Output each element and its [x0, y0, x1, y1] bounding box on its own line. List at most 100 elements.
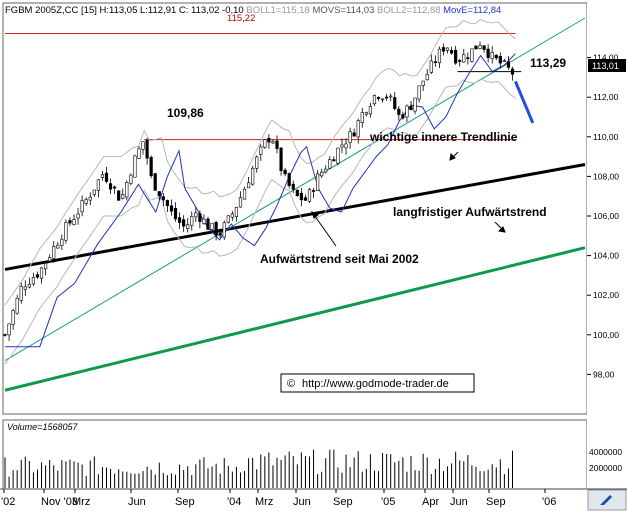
candle-body-86: [352, 132, 356, 137]
candle-body-11: [48, 257, 52, 262]
candle-body-120: [490, 51, 494, 60]
candle-body-28: [117, 190, 121, 201]
current-price-text: 113,01: [592, 61, 619, 71]
candle-body-60: [247, 182, 251, 189]
level-109-86-label: 109,86: [167, 106, 204, 120]
candle-body-12: [52, 246, 56, 259]
candle-body-105: [429, 60, 433, 73]
candle-body-21: [88, 196, 92, 201]
candle-body-106: [433, 61, 437, 63]
candle-body-119: [486, 48, 490, 58]
x-tick-label-11: Jun: [450, 496, 468, 508]
candle-body-122: [498, 56, 502, 64]
candle-body-3: [15, 297, 19, 314]
candle-body-103: [421, 80, 425, 86]
candle-body-83: [340, 144, 344, 148]
projection-arrow: [514, 80, 535, 124]
long-term-trend-line: [4, 246, 586, 392]
copyright-symbol: ©: [287, 378, 295, 390]
candle-body-45: [186, 224, 190, 229]
candle-body-46: [190, 216, 194, 226]
long-term-trend-label: langfristiger Aufwärtstrend: [393, 205, 547, 219]
y-axis-ticks: 114,00 112,00 110,00 108,00 106,00 104,00 102,…: [587, 53, 619, 379]
candle-body-80: [328, 159, 332, 169]
candle-body-42: [173, 208, 178, 220]
candle-body-63: [259, 146, 263, 155]
candle-body-9: [39, 267, 44, 279]
candle-body-94: [385, 96, 389, 99]
x-tick-label-0: '02: [1, 496, 15, 508]
candle-body-107: [437, 48, 442, 63]
moving-average-line: [5, 53, 516, 348]
candle-body-32: [133, 155, 137, 178]
candle-body-52: [214, 221, 218, 236]
candle-body-5: [23, 286, 27, 290]
candle-body-114: [466, 57, 470, 59]
candle-body-104: [425, 73, 429, 81]
candle-body-13: [56, 244, 60, 249]
candle-body-7: [31, 277, 36, 285]
candle-body-99: [405, 105, 409, 118]
candle-body-36: [149, 157, 153, 177]
inner-trendline: [4, 17, 586, 361]
candle-body-22: [92, 189, 96, 195]
x-tick-label-8: Sep: [333, 496, 353, 508]
candle-body-123: [502, 60, 506, 62]
candle-body-54: [222, 222, 226, 238]
candle-body-65: [267, 137, 271, 143]
y-tick-label-7: 100,00: [593, 330, 619, 340]
candle-body-4: [19, 286, 23, 301]
candle-body-76: [311, 190, 316, 192]
candle-body-96: [393, 97, 397, 110]
candle-body-50: [206, 218, 210, 230]
candle-body-57: [234, 207, 239, 217]
candle-body-0: [3, 334, 7, 336]
candle-body-1: [7, 323, 11, 336]
x-tick-label-4: Sep: [175, 496, 195, 508]
candle-body-39: [161, 196, 165, 201]
candle-body-47: [194, 212, 198, 218]
candle-body-90: [368, 106, 373, 115]
candle-body-81: [332, 159, 336, 162]
header-cut-label: 115,22: [227, 13, 255, 24]
candle-body-24: [100, 174, 105, 178]
x-tick-label-9: '05: [381, 496, 395, 508]
trend-lines: [4, 17, 586, 392]
copyright-text: http://www.godmode-trader.de: [302, 378, 449, 390]
candle-body-88: [360, 112, 364, 124]
x-tick-label-13: '06: [542, 496, 556, 508]
current-price-tag: [588, 59, 626, 72]
candle-body-111: [454, 49, 458, 64]
volume-axis-ticks: 4000000 2000000: [589, 447, 622, 473]
header-symbol: FGBM 2005Z,CC [15] H:113,05 L:112,91 C: …: [5, 5, 501, 16]
candle-body-89: [364, 112, 368, 115]
candle-body-73: [299, 192, 303, 201]
candle-body-87: [356, 120, 360, 138]
x-tick-label-1: Nov '03: [41, 496, 78, 508]
volume-bars: [4, 449, 513, 488]
candle-body-51: [210, 222, 214, 230]
candle-body-62: [255, 156, 259, 169]
candle-body-113: [462, 54, 466, 63]
candle-body-117: [478, 45, 482, 49]
x-tick-label-2: Mrz: [72, 496, 90, 508]
bollinger-upper: [4, 18, 516, 306]
candle-body-33: [137, 148, 141, 159]
y-tick-label-3: 108,00: [593, 171, 619, 181]
y-tick-label-1: 112,00: [593, 92, 619, 102]
candle-body-29: [121, 194, 125, 199]
arrow-trend-since-may: [311, 211, 337, 247]
level-113-29-label: 113,29: [530, 56, 566, 70]
candle-body-26: [108, 183, 113, 190]
candlesticks: [3, 41, 535, 341]
candle-body-6: [27, 283, 31, 288]
y-tick-label-5: 104,00: [593, 251, 619, 261]
candle-body-17: [72, 219, 76, 225]
candle-body-98: [401, 114, 405, 119]
candle-body-2: [11, 310, 15, 325]
candle-body-125: [510, 68, 515, 75]
y-tick-label-0: 114,00: [593, 53, 619, 63]
candle-body-79: [324, 168, 328, 173]
